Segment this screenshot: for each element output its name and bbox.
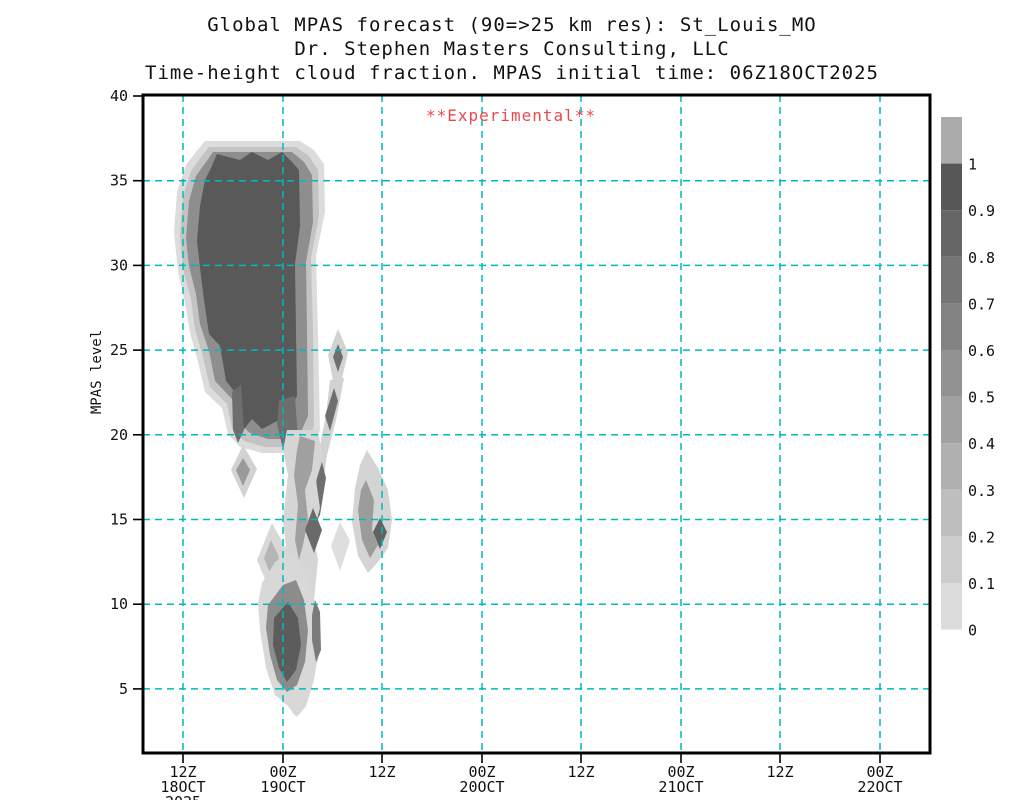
- colorbar-segment-0.4-0.5: [941, 396, 962, 444]
- x-tick-7-line1: 00Z: [866, 763, 893, 781]
- x-tick-4-line1: 12Z: [567, 763, 594, 781]
- cloud-polygon: [331, 522, 350, 571]
- cloud-polygon: [264, 540, 279, 578]
- colorbar-segment-0.3-0.4: [941, 443, 962, 490]
- colorbar: 1 0.9 0.8 0.7 0.6 0.5 0.4 0.3 0.2 0.1 0: [941, 117, 995, 640]
- cloud-polygon: [305, 508, 322, 553]
- gridlines: [143, 95, 930, 753]
- cloud-polygon: [358, 480, 378, 558]
- x-tick-3-line1: 00Z: [468, 763, 495, 781]
- experimental-watermark: **Experimental**: [426, 106, 596, 125]
- colorbar-label-0.7: 0.7: [968, 295, 995, 313]
- colorbar-segment-0.2-0.3: [941, 489, 962, 537]
- cloud-polygon: [325, 388, 338, 431]
- x-tick-0-line1: 12Z: [169, 763, 196, 781]
- colorbar-label-0.9: 0.9: [968, 202, 995, 220]
- chart-title-line2: Dr. Stephen Masters Consulting, LLC: [294, 38, 729, 60]
- x-tick-1-line2: 19OCT: [260, 778, 305, 796]
- x-axis-labels: 12Z 18OCT 2025 00Z 19OCT 12Z 00Z 20OCT 1…: [160, 763, 902, 800]
- y-tick-40: 40: [110, 87, 128, 105]
- colorbar-segment-0.5-0.6: [941, 350, 962, 397]
- x-tick-2-line1: 12Z: [368, 763, 395, 781]
- colorbar-label-0.3: 0.3: [968, 482, 995, 500]
- y-axis-title: MPAS level: [89, 330, 105, 414]
- x-tick-0-line2: 18OCT: [160, 778, 205, 796]
- plot-frame: [141, 93, 932, 755]
- colorbar-segment-overflow: [941, 117, 962, 164]
- colorbar-label-0.5: 0.5: [968, 389, 995, 407]
- x-tick-5-line2: 21OCT: [658, 778, 703, 796]
- cloud-polygon: [232, 385, 244, 443]
- y-tick-5: 5: [119, 680, 128, 698]
- cloud-polygon: [236, 458, 250, 486]
- colorbar-label-0.6: 0.6: [968, 342, 995, 360]
- colorbar-label-1: 1: [968, 156, 977, 174]
- y-tick-10: 10: [110, 595, 128, 613]
- colorbar-segment-0.1-0.2: [941, 536, 962, 583]
- x-tick-6-line1: 12Z: [766, 763, 793, 781]
- chart-title-line3: Time-height cloud fraction. MPAS initial…: [145, 62, 879, 84]
- y-tick-20: 20: [110, 426, 128, 444]
- axis-ticks: [133, 95, 881, 763]
- x-tick-0-line3: 2025: [165, 793, 201, 800]
- x-tick-3-line2: 20OCT: [459, 778, 504, 796]
- y-axis-labels: 40 35 30 25 20 15 10 5: [110, 87, 128, 698]
- colorbar-segment-0-0.1: [941, 583, 962, 630]
- colorbar-segment-0.6-0.7: [941, 303, 962, 350]
- cloud-polygon: [294, 436, 315, 560]
- colorbar-segment-0.8-0.9: [941, 210, 962, 257]
- cloud-polygon: [273, 602, 301, 682]
- cloud-fraction-field: [174, 141, 392, 717]
- chart-title-line1: Global MPAS forecast (90=>25 km res): St…: [207, 14, 817, 36]
- x-tick-7-line2: 22OCT: [857, 778, 902, 796]
- colorbar-label-0.4: 0.4: [968, 435, 995, 453]
- x-tick-5-line1: 00Z: [667, 763, 694, 781]
- y-tick-25: 25: [110, 341, 128, 359]
- y-tick-30: 30: [110, 256, 128, 274]
- cloud-polygon: [333, 344, 343, 372]
- colorbar-segment-0.9-1: [941, 163, 962, 211]
- y-tick-15: 15: [110, 511, 128, 529]
- colorbar-label-0.8: 0.8: [968, 249, 995, 267]
- y-tick-35: 35: [110, 172, 128, 190]
- cloud-polygon: [197, 152, 300, 429]
- cloud-polygon: [312, 600, 321, 662]
- cloud-polygon: [373, 518, 387, 549]
- colorbar-label-0.1: 0.1: [968, 575, 995, 593]
- colorbar-label-0.2: 0.2: [968, 528, 995, 546]
- x-tick-1-line1: 00Z: [269, 763, 296, 781]
- colorbar-segment-0.7-0.8: [941, 256, 962, 304]
- colorbar-label-0: 0: [968, 622, 977, 640]
